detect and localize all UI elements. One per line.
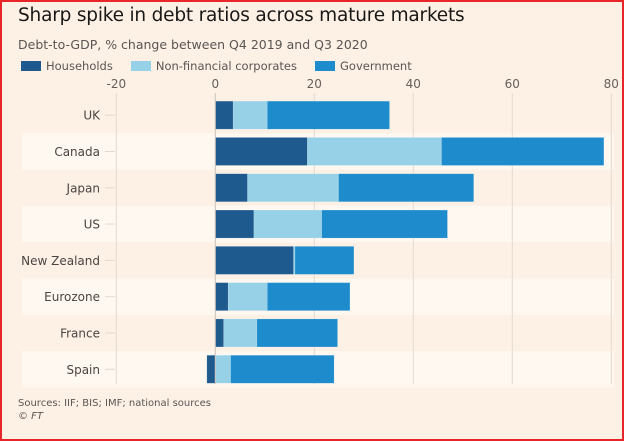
x-tick-label: -20: [106, 77, 126, 91]
x-tick-label: 40: [406, 77, 421, 91]
bar-corporates: [215, 355, 231, 384]
bar-households: [215, 209, 255, 239]
bar-corporates: [227, 282, 268, 311]
legend-swatch-corporates: [130, 61, 151, 71]
category-label: US: [84, 218, 100, 232]
bar-households: [215, 246, 294, 275]
bar-corporates: [253, 209, 322, 239]
chart-title: Sharp spike in debt ratios across mature…: [18, 5, 465, 26]
copyright-note: © FT: [18, 411, 44, 422]
legend-label-government: Government: [340, 59, 412, 73]
category-label: UK: [83, 109, 101, 123]
x-tick-label: 0: [211, 77, 219, 91]
category-label: Spain: [66, 363, 100, 377]
bar-government: [441, 137, 605, 166]
source-note: Sources: IIF; BIS; IMF; national sources: [18, 398, 212, 409]
bar-households: [206, 355, 216, 384]
legend-item-households: Households: [21, 59, 113, 73]
legend-item-corporates: Non-financial corporates: [130, 59, 297, 73]
bar-government: [230, 355, 335, 384]
x-tick-label: 20: [307, 77, 322, 91]
x-tick-label: 80: [604, 77, 619, 91]
bar-households: [215, 137, 308, 166]
bar-households: [215, 100, 234, 130]
bar-government: [321, 209, 448, 239]
bar-government: [294, 246, 355, 275]
bar-government: [267, 282, 351, 311]
bar-government: [267, 100, 390, 130]
bar-households: [215, 173, 248, 202]
category-label: France: [60, 326, 100, 340]
legend-item-government: Government: [315, 59, 412, 73]
bar-government: [338, 173, 474, 202]
bar-corporates: [232, 100, 268, 130]
legend-label-corporates: Non-financial corporates: [155, 59, 297, 73]
bar-households: [215, 318, 224, 348]
category-label: Canada: [54, 145, 100, 159]
bar-households: [215, 282, 229, 311]
legend-swatch-government: [315, 61, 335, 71]
x-tick-label: 60: [505, 77, 520, 91]
category-label: Eurozone: [44, 290, 100, 304]
legend: Households Non-financial corporates Gove…: [21, 59, 430, 73]
chart-subtitle: Debt-to-GDP, % change between Q4 2019 an…: [18, 37, 368, 52]
bar-corporates: [247, 173, 339, 202]
bar-corporates: [307, 137, 442, 166]
category-label: Japan: [66, 181, 100, 195]
bar-corporates: [223, 318, 258, 348]
legend-swatch-households: [21, 61, 41, 71]
category-label: New Zealand: [21, 254, 100, 268]
bar-government: [256, 318, 338, 348]
legend-label-households: Households: [46, 59, 113, 73]
